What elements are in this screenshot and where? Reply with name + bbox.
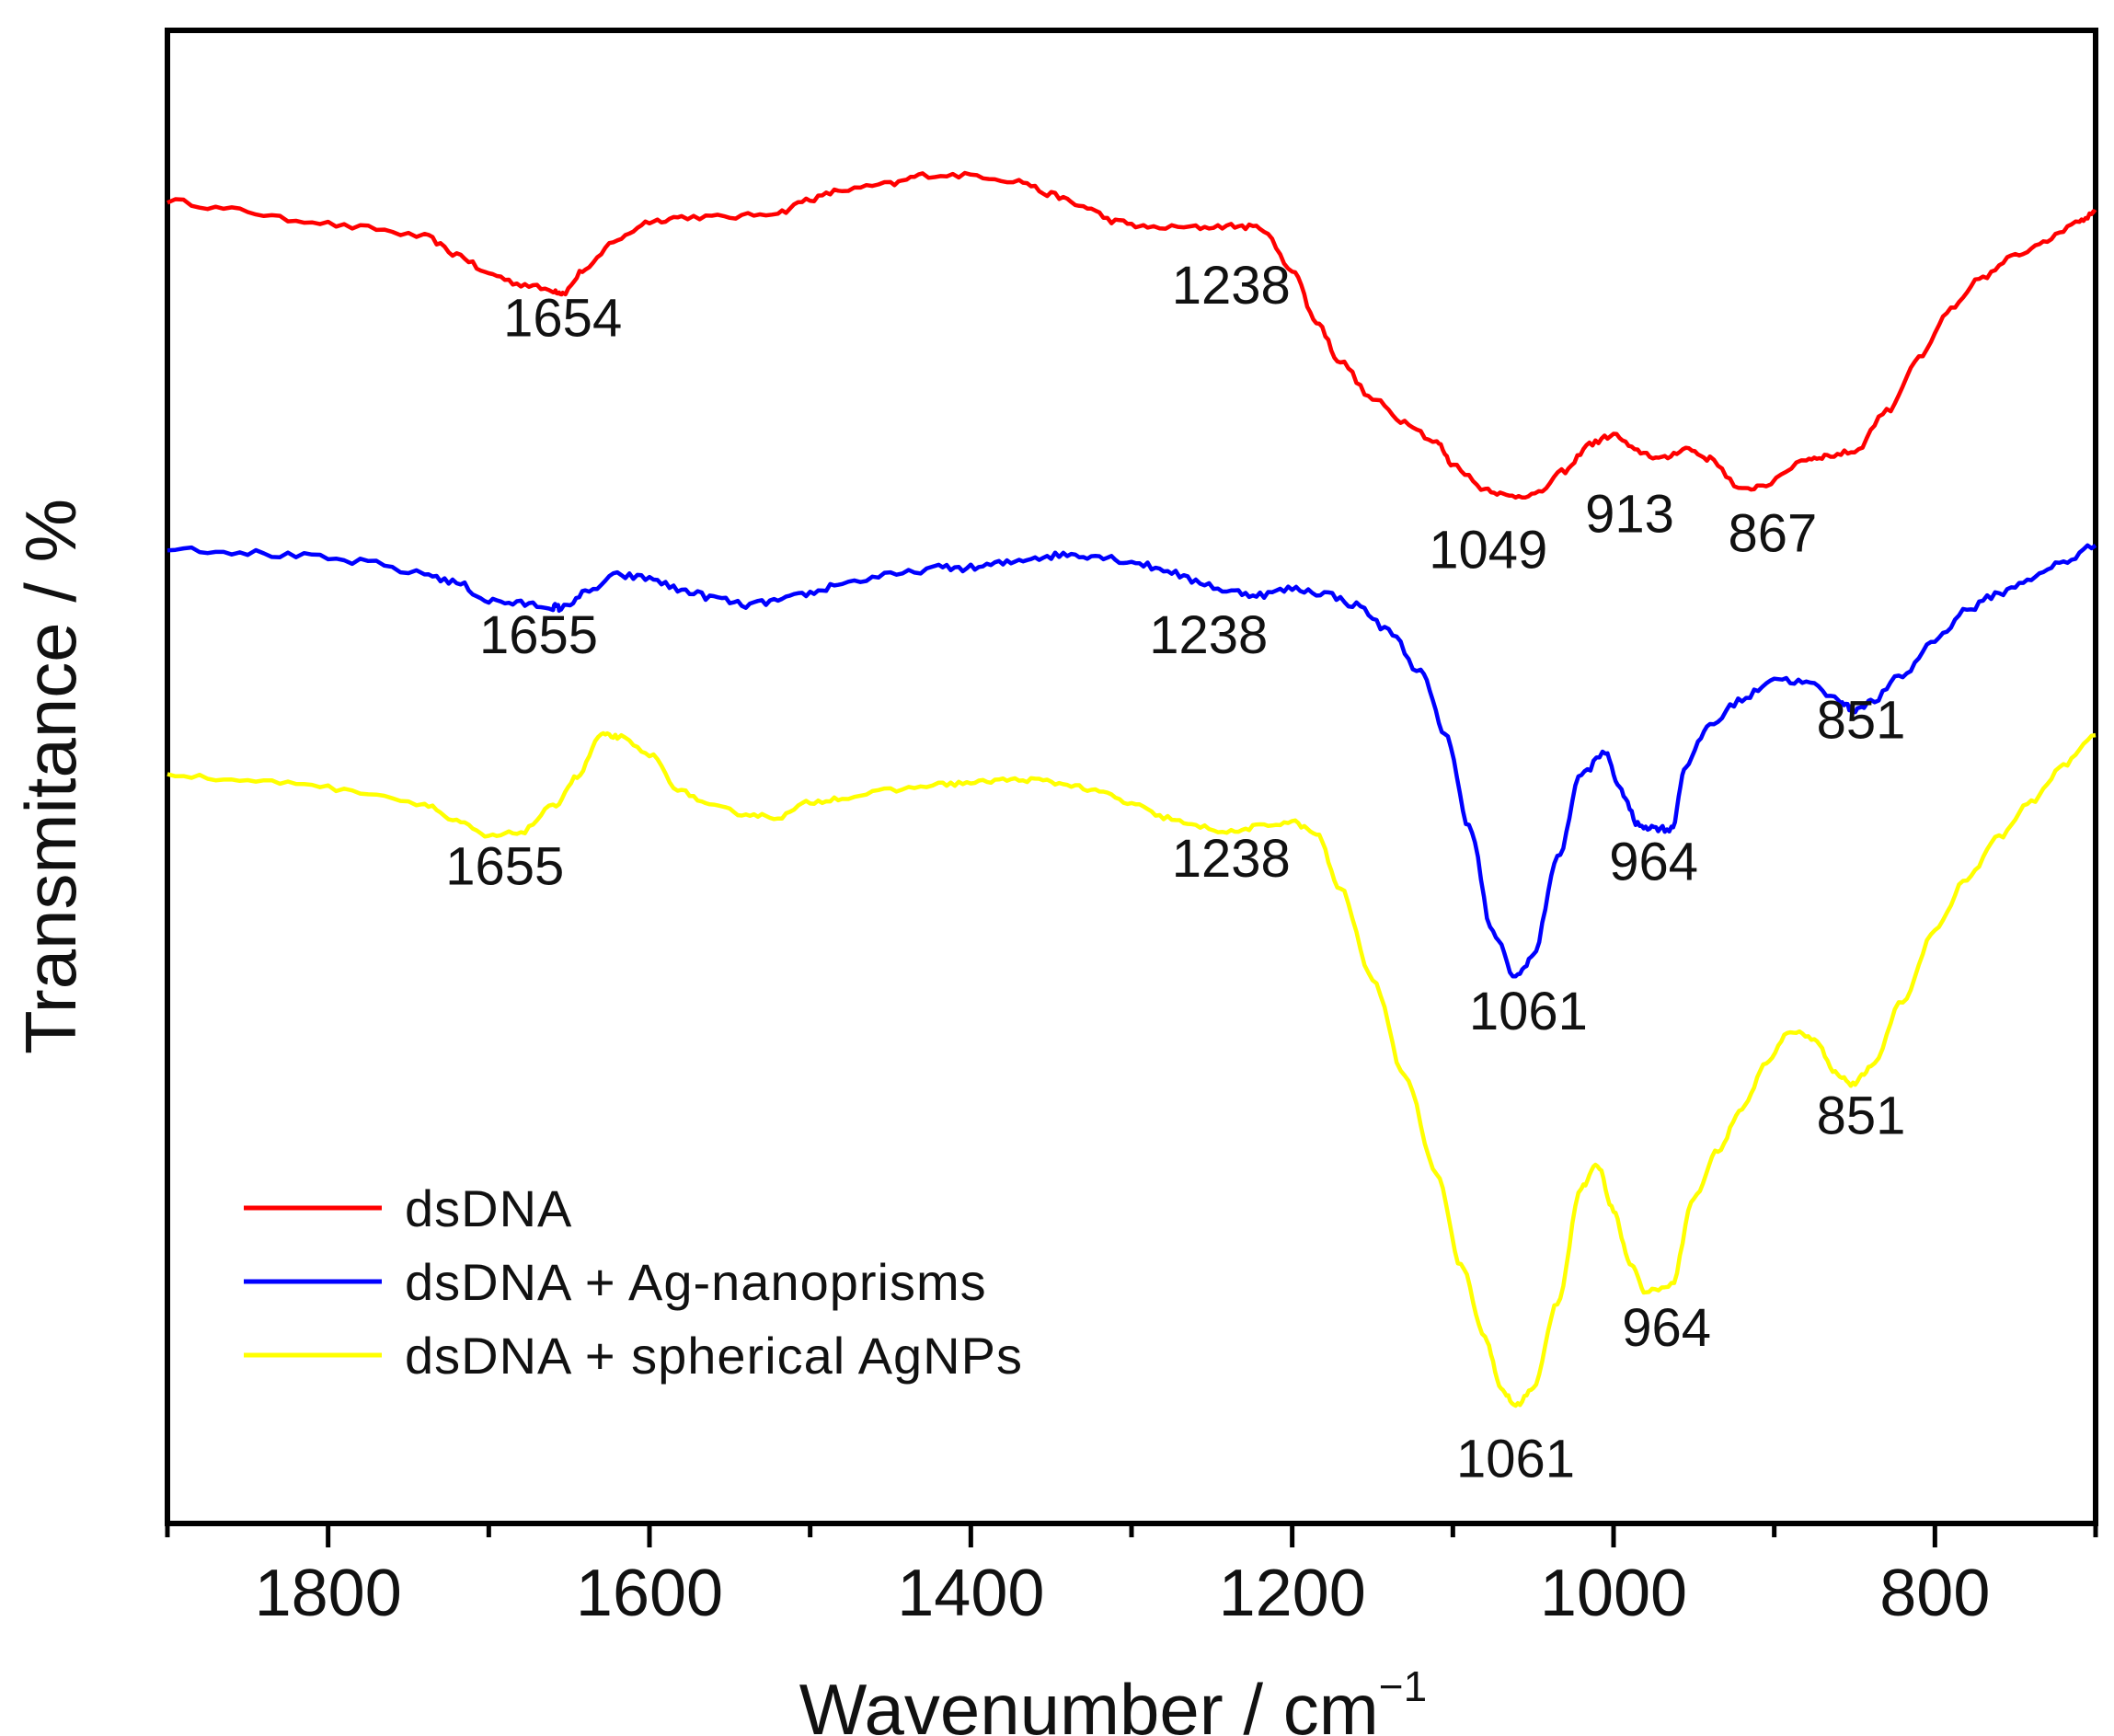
peak-label-1049: 1049 <box>1429 520 1547 580</box>
peak-label-1655: 1655 <box>479 605 598 665</box>
legend-label: dsDNA + spherical AgNPs <box>405 1327 1023 1385</box>
peak-label-913: 913 <box>1585 484 1674 544</box>
peak-label-1061: 1061 <box>1456 1430 1575 1489</box>
peak-label-1655: 1655 <box>445 836 564 896</box>
peak-label-851: 851 <box>1817 690 1906 750</box>
series-line-dsdna-spherical-agnps <box>167 730 2097 1408</box>
x-axis-title-superscript: −1 <box>1379 1662 1427 1710</box>
legend-item-dsdna-spherical-agnps: dsDNA + spherical AgNPs <box>244 1327 1023 1385</box>
x-tick-label: 1200 <box>1219 1557 1366 1630</box>
x-axis-title: Wavenumber / cm−1 <box>799 1662 1427 1736</box>
peak-label-851: 851 <box>1817 1086 1906 1145</box>
peak-label-1238: 1238 <box>1172 256 1291 316</box>
y-axis-title: Transmitance / % <box>10 499 91 1054</box>
legend-label: dsDNA <box>405 1179 572 1237</box>
plot-area: 1654 1238 1049 913 867 1655 1238 851 964 1061 1655… <box>165 28 2098 1630</box>
peak-label-867: 867 <box>1729 503 1818 563</box>
peak-label-1238: 1238 <box>1149 605 1268 665</box>
annotation-layer: 1654 1238 1049 913 867 1655 1238 851 964 1061 1655… <box>445 256 1905 1489</box>
peak-label-1061: 1061 <box>1469 982 1588 1041</box>
peak-label-964: 964 <box>1609 833 1698 892</box>
peak-label-1238: 1238 <box>1172 829 1291 889</box>
x-tick-label: 1800 <box>255 1557 402 1630</box>
legend: dsDNA dsDNA + Ag-nanoprisms dsDNA + spheri… <box>244 1179 1023 1385</box>
x-tick-label: 1000 <box>1540 1557 1687 1630</box>
x-axis-ticks: 1800 1600 1400 1200 1000 800 <box>165 1523 2098 1630</box>
x-tick-label: 1400 <box>897 1557 1044 1630</box>
series-line-dsdna-ag-nanoprisms <box>167 543 2097 979</box>
series-layer <box>167 170 2097 1408</box>
x-tick-label: 800 <box>1879 1557 1990 1630</box>
peak-label-1654: 1654 <box>503 289 622 349</box>
peak-label-964: 964 <box>1622 1298 1711 1358</box>
x-tick-label: 1600 <box>576 1557 723 1630</box>
series-line-dsdna <box>167 170 2097 500</box>
x-axis-title-text: Wavenumber / cm <box>799 1669 1379 1736</box>
legend-item-dsdna-ag-nanoprisms: dsDNA + Ag-nanoprisms <box>244 1253 987 1311</box>
legend-item-dsdna: dsDNA <box>244 1179 572 1237</box>
legend-label: dsDNA + Ag-nanoprisms <box>405 1253 987 1311</box>
